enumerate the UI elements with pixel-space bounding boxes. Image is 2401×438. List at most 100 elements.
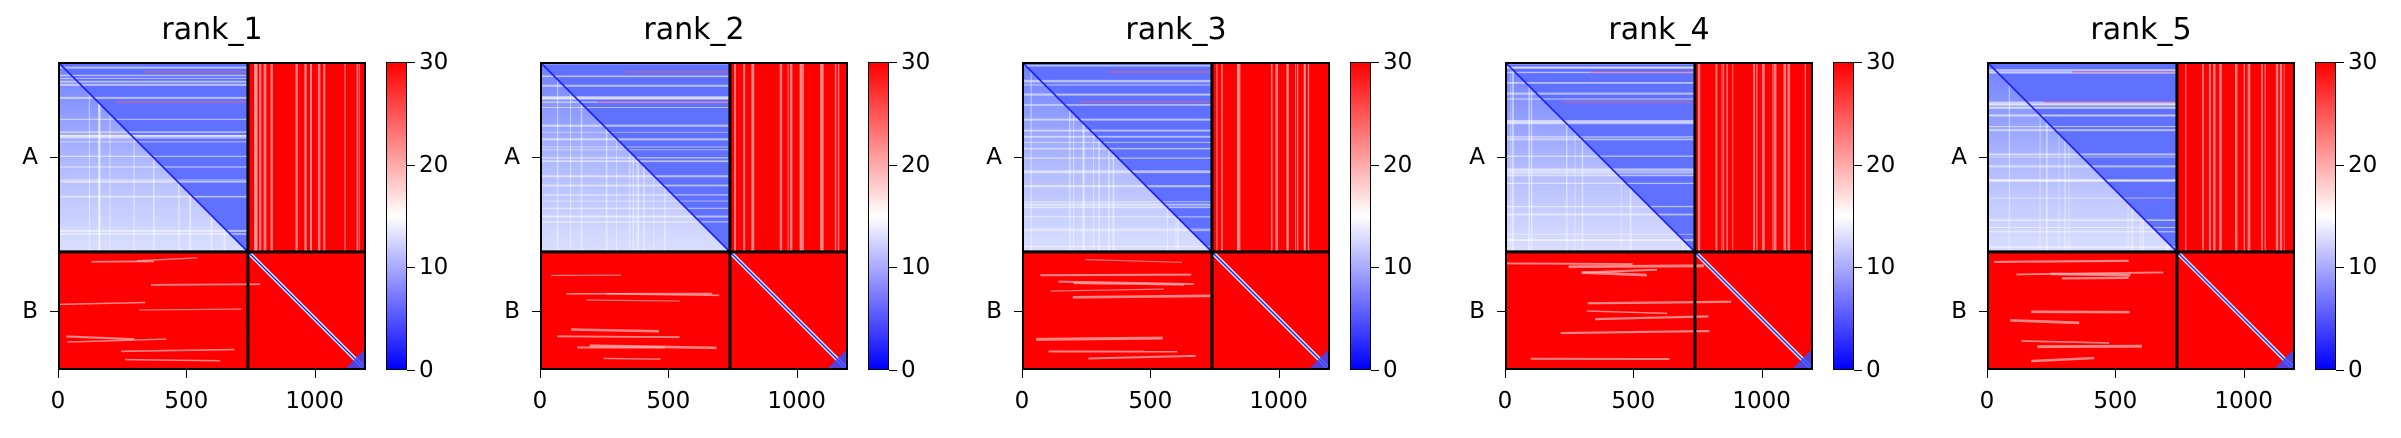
block-a-a-lower — [1505, 62, 1695, 252]
xtick-label: 0 — [532, 388, 548, 414]
chart-panel-2: rank_2 A B 0 500 1000 0 10 20 30 — [482, 0, 962, 438]
block-a-a-lower — [1987, 62, 2177, 252]
xtick-label: 1000 — [1732, 388, 1791, 414]
heatmap-svg — [58, 62, 366, 370]
xtick-label: 1000 — [1249, 388, 1308, 414]
streak-b-a — [2037, 344, 2142, 349]
xtick-label: 0 — [1014, 388, 1030, 414]
ytick-label: B — [986, 297, 1002, 324]
colorbar-tick-label: 0 — [1866, 357, 1881, 383]
streak-b-a — [66, 335, 135, 341]
diagonal-a — [1987, 62, 2178, 253]
xtick-mark — [1633, 370, 1635, 378]
ytick-mark — [50, 156, 58, 158]
diagonal-b-end — [1308, 348, 1330, 370]
colorbar-tick-mark — [1854, 164, 1862, 166]
heatmap-svg — [1022, 62, 1330, 370]
ytick-label: A — [22, 143, 38, 170]
panel-title: rank_5 — [2090, 12, 2192, 47]
xtick-label: 1000 — [2214, 388, 2273, 414]
diagonal-b — [1694, 251, 1813, 370]
colorbar-tick-label: 30 — [1866, 49, 1896, 75]
diagonal-b-end — [344, 348, 366, 370]
streak-b-a — [2031, 356, 2095, 363]
diagonal-b-end — [1791, 348, 1813, 370]
colorbar-tick-mark — [889, 267, 897, 269]
colorbar — [2315, 62, 2336, 370]
ytick-label: B — [22, 297, 38, 324]
heatmap-svg — [1987, 62, 2295, 370]
colorbar-tick-mark — [2336, 164, 2344, 166]
heatmap-frame — [1987, 62, 2295, 370]
colorbar — [1350, 62, 1371, 370]
ytick-label: B — [1469, 297, 1485, 324]
heatmap-frame — [58, 62, 366, 370]
colorbar-tick-label: 0 — [1383, 357, 1398, 383]
streak-b-a — [1560, 329, 1710, 335]
ytick-label: A — [504, 143, 520, 170]
streak-b-a — [1085, 259, 1182, 263]
streak-b-a — [589, 344, 717, 350]
colorbar-tick-label: 20 — [901, 151, 931, 178]
streak-b-a — [557, 335, 680, 339]
diagonal-b — [1211, 251, 1330, 370]
ytick-mark — [1497, 310, 1505, 312]
chart-panel-4: rank_4 A B 0 500 1000 0 10 20 30 — [1447, 0, 1927, 438]
diagonal-a — [1505, 62, 1696, 253]
heatmap-svg — [1505, 62, 1813, 370]
streak-b-a — [1072, 294, 1212, 299]
xtick-label: 500 — [2093, 388, 2138, 414]
colorbar — [1833, 62, 1854, 370]
panel-title: rank_4 — [1608, 12, 1710, 47]
colorbar-tick-label: 20 — [1383, 151, 1413, 178]
colorbar — [868, 62, 889, 370]
colorbar-tick-label: 0 — [419, 357, 434, 383]
panel-title: rank_3 — [1125, 12, 1227, 47]
xtick-label: 500 — [164, 388, 209, 414]
colorbar-tick-label: 10 — [1866, 254, 1896, 281]
colorbar-tick-label: 30 — [901, 49, 931, 75]
chart-panel-5: rank_5 A B 0 500 1000 0 10 20 30 — [1929, 0, 2401, 438]
colorbar-tick-label: 10 — [2348, 254, 2378, 281]
colorbar-tick-label: 20 — [1866, 151, 1896, 178]
xtick-label: 0 — [1979, 388, 1995, 414]
streak-b-a — [1050, 288, 1164, 292]
streak-b-a — [1058, 280, 1195, 286]
diagonal-b-end — [2273, 348, 2295, 370]
xtick-label: 500 — [1611, 388, 1656, 414]
xtick-mark — [1022, 370, 1023, 378]
heatmap-frame — [1505, 62, 1813, 370]
xtick-mark — [2115, 370, 2117, 378]
streak-b-a — [1994, 259, 2129, 264]
ytick-label: A — [1951, 143, 1967, 170]
colorbar-tick-label: 10 — [901, 254, 931, 281]
xtick-label: 0 — [1497, 388, 1513, 414]
streak-b-a — [603, 357, 661, 360]
heatmap — [1022, 62, 1330, 370]
streak-b-a — [1586, 310, 1668, 315]
xtick-mark — [58, 370, 59, 378]
xtick-label: 1000 — [767, 388, 826, 414]
xtick-mark — [1987, 370, 1988, 378]
colorbar-tick-mark — [1371, 164, 1379, 166]
streak-b-a — [1587, 300, 1732, 305]
colorbar-tick-label: 10 — [419, 254, 449, 281]
xtick-mark — [1150, 370, 1152, 378]
xtick-mark — [186, 370, 188, 378]
streak-b-a — [1505, 262, 1633, 266]
streak-b-a — [1036, 336, 1163, 341]
streak-b-a — [139, 308, 242, 311]
heatmap — [540, 62, 848, 370]
colorbar-tick-label: 0 — [2348, 357, 2363, 383]
streak-b-a — [2021, 340, 2110, 344]
colorbar-tick-mark — [889, 370, 897, 371]
colorbar-tick-mark — [2336, 267, 2344, 269]
streak-b-a — [151, 283, 261, 286]
colorbar-tick-mark — [1854, 370, 1862, 371]
colorbar-tick-mark — [1371, 267, 1379, 269]
colorbar-tick-label: 0 — [901, 357, 916, 383]
xtick-mark — [796, 370, 798, 378]
streak-b-a — [570, 328, 659, 333]
colorbar-tick-mark — [1854, 62, 1862, 63]
colorbar-tick-label: 10 — [1383, 254, 1413, 281]
